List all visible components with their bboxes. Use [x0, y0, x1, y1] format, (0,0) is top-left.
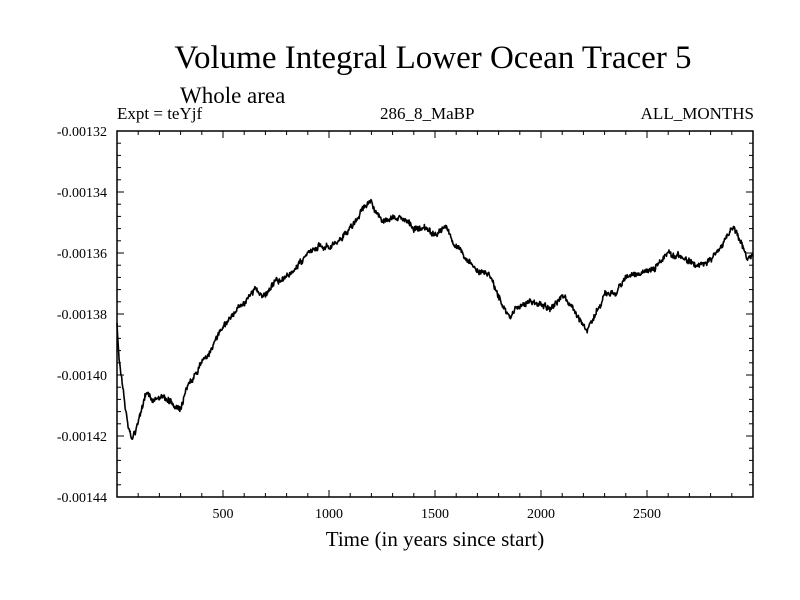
y-tick-label: -0.00134: [57, 186, 107, 201]
y-tick-label: -0.00142: [57, 430, 107, 445]
x-tick-label: 1500: [421, 507, 449, 522]
months-label: ALL_MONTHS: [640, 104, 754, 123]
x-axis-label: Time (in years since start): [325, 527, 545, 551]
chart-subtitle: Whole area: [180, 83, 286, 108]
plot-frame: [116, 130, 754, 498]
series-layer: [116, 198, 754, 441]
x-tick-label: 2500: [633, 507, 661, 522]
y-axis: -0.00132 -0.00134 -0.00136 -0.00138 -0.00140…: [57, 125, 753, 506]
x-axis: 500 1000 1500 2000 2500: [137, 131, 733, 522]
x-tick-label: 1000: [315, 507, 343, 522]
y-tick-label: -0.00138: [57, 308, 107, 323]
x-tick-label: 500: [213, 507, 234, 522]
chart-title: Volume Integral Lower Ocean Tracer 5: [174, 40, 692, 76]
y-tick-label: -0.00132: [57, 125, 107, 140]
y-tick-label: -0.00144: [57, 491, 107, 506]
experiment-label: Expt = teYjf: [117, 104, 203, 123]
x-tick-label: 2000: [527, 507, 555, 522]
period-label: 286_8_MaBP: [380, 104, 475, 123]
y-tick-label: -0.00136: [57, 247, 107, 262]
y-tick-label: -0.00140: [57, 369, 107, 384]
series-line: [116, 198, 754, 441]
